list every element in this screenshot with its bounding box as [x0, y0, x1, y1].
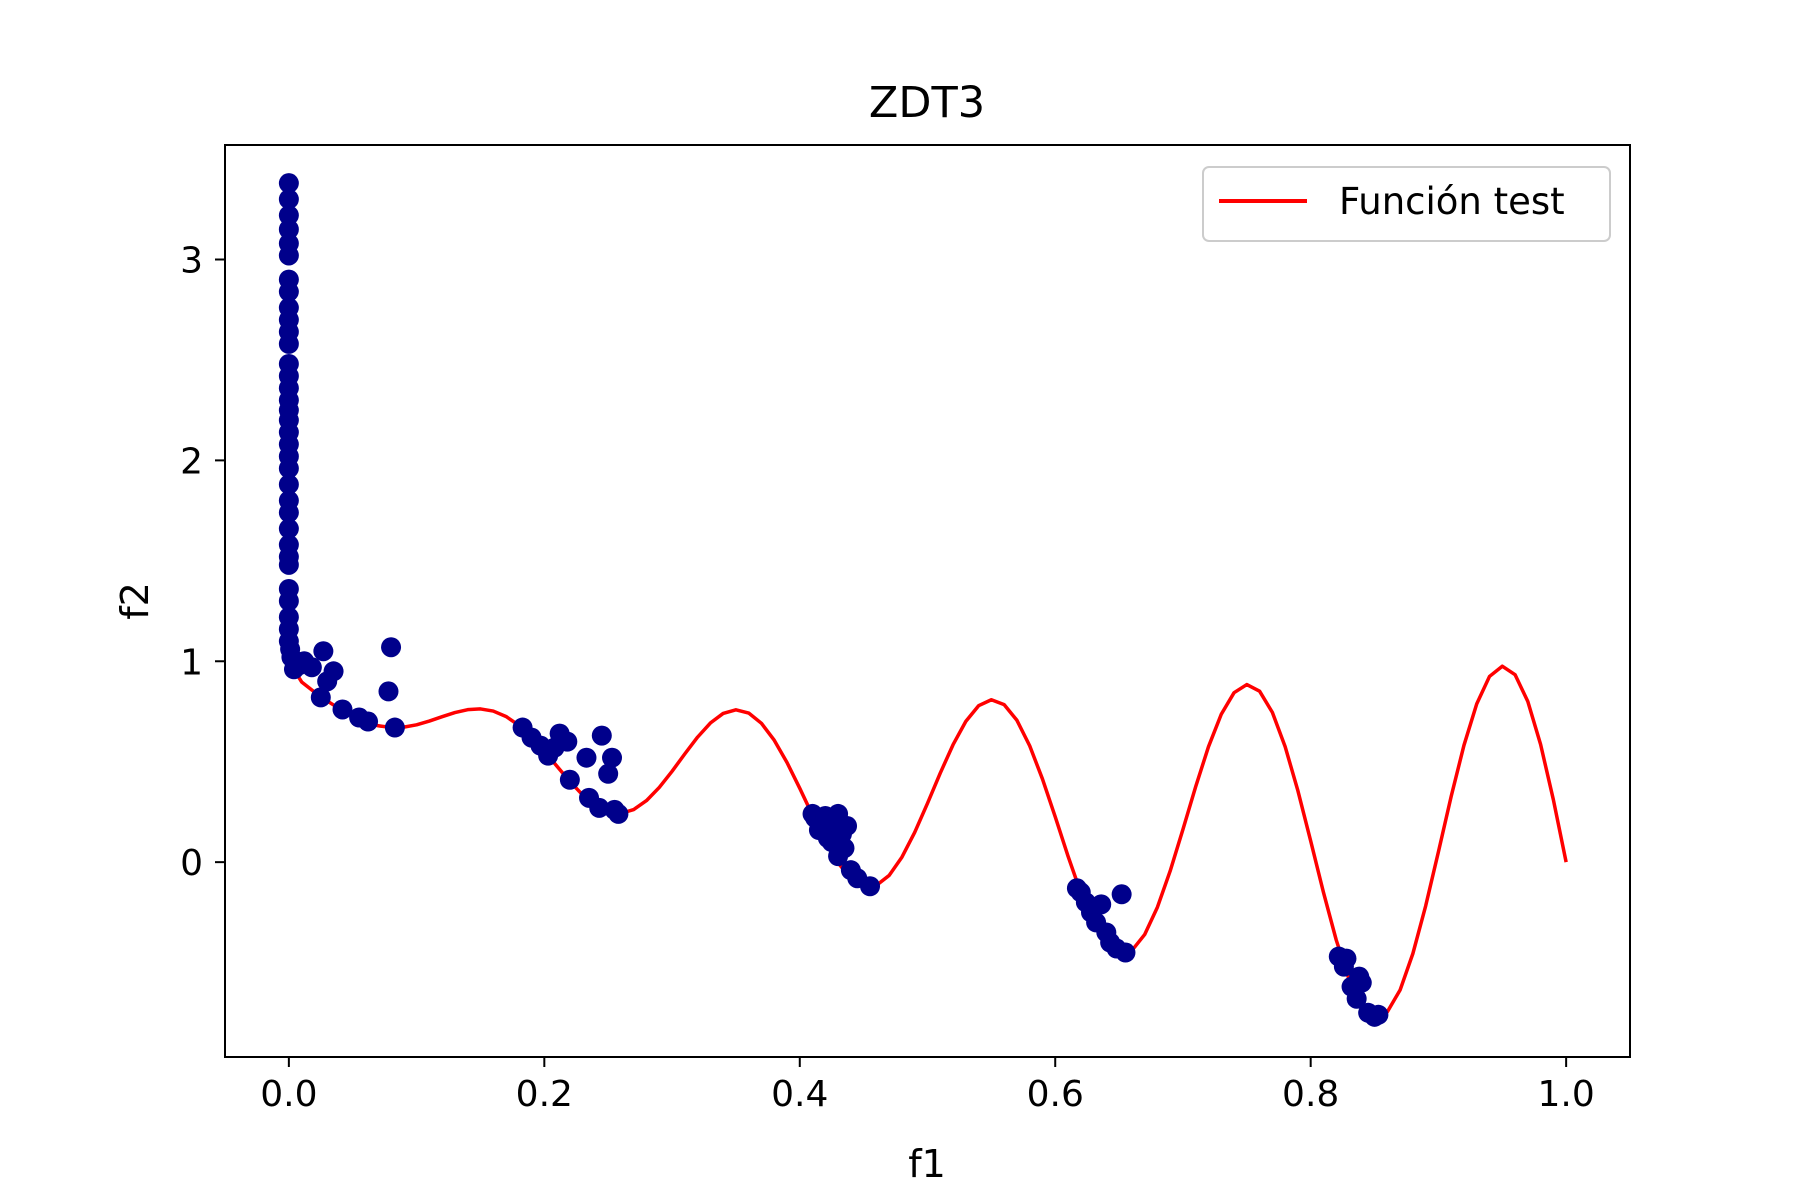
scatter-point: [837, 815, 858, 836]
scatter-point: [378, 681, 399, 702]
y-axis-title: f2: [113, 582, 157, 620]
x-tick-label: 0.4: [771, 1074, 828, 1115]
scatter-point: [278, 333, 299, 354]
y-axis: 0 1 2 3: [180, 241, 225, 884]
x-tick-label: 0.0: [260, 1074, 317, 1115]
scatter-point: [860, 876, 881, 897]
x-tick-label: 0.6: [1027, 1074, 1084, 1115]
scatter-point: [278, 554, 299, 575]
scatter-point: [1368, 1004, 1389, 1025]
scatter-point: [1111, 884, 1132, 905]
y-tick-label: 0: [180, 843, 203, 884]
scatter-point: [278, 281, 299, 302]
scatter-point: [1346, 988, 1367, 1009]
scatter-point: [384, 717, 405, 738]
scatter-point: [278, 245, 299, 266]
scatter-point: [310, 687, 331, 708]
scatter-point: [576, 747, 597, 768]
scatter-point: [559, 769, 580, 790]
y-tick-label: 3: [180, 241, 203, 282]
plot-area: [278, 173, 1568, 1027]
y-tick-label: 2: [180, 441, 203, 482]
x-tick-label: 0.2: [516, 1074, 573, 1115]
y-tick-label: 1: [180, 642, 203, 683]
scatter-point: [278, 189, 299, 210]
scatter-point: [278, 205, 299, 226]
scatter-point: [381, 637, 402, 658]
x-tick-label: 1.0: [1538, 1074, 1595, 1115]
x-axis-title: f1: [908, 1142, 946, 1186]
scatter-point: [602, 747, 623, 768]
scatter-point: [332, 699, 353, 720]
scatter-point: [834, 838, 855, 859]
legend-box: [1202, 166, 1611, 242]
scatter-point: [278, 591, 299, 611]
scatter-point: [323, 661, 344, 682]
scatter-point: [557, 731, 578, 752]
plot-frame: [224, 144, 1631, 1058]
scatter-point: [301, 657, 322, 678]
scatter-point: [1115, 942, 1136, 963]
scatter-point: [278, 173, 299, 194]
legend-label: Función test: [1339, 180, 1565, 223]
scatter-point: [1351, 972, 1372, 993]
scatter-point: [591, 725, 612, 746]
scatter-point: [1336, 948, 1357, 969]
x-tick-label: 0.8: [1282, 1074, 1339, 1115]
scatter-point: [278, 502, 299, 523]
x-axis: 0.0 0.2 0.4 0.6 0.8 1.0: [260, 1057, 1595, 1115]
scatter-point: [358, 711, 379, 732]
scatter-point: [313, 641, 334, 662]
scatter-point: [278, 474, 299, 495]
scatter-point: [598, 763, 619, 784]
scatter-point: [278, 458, 299, 479]
scatter-point: [589, 797, 610, 818]
scatter-point: [278, 518, 299, 539]
scatter-point: [608, 803, 629, 824]
legend: Función test: [1202, 166, 1611, 242]
scatter-point: [1091, 894, 1112, 915]
chart-title: ZDT3: [869, 78, 985, 128]
scatter-point: [278, 219, 299, 240]
